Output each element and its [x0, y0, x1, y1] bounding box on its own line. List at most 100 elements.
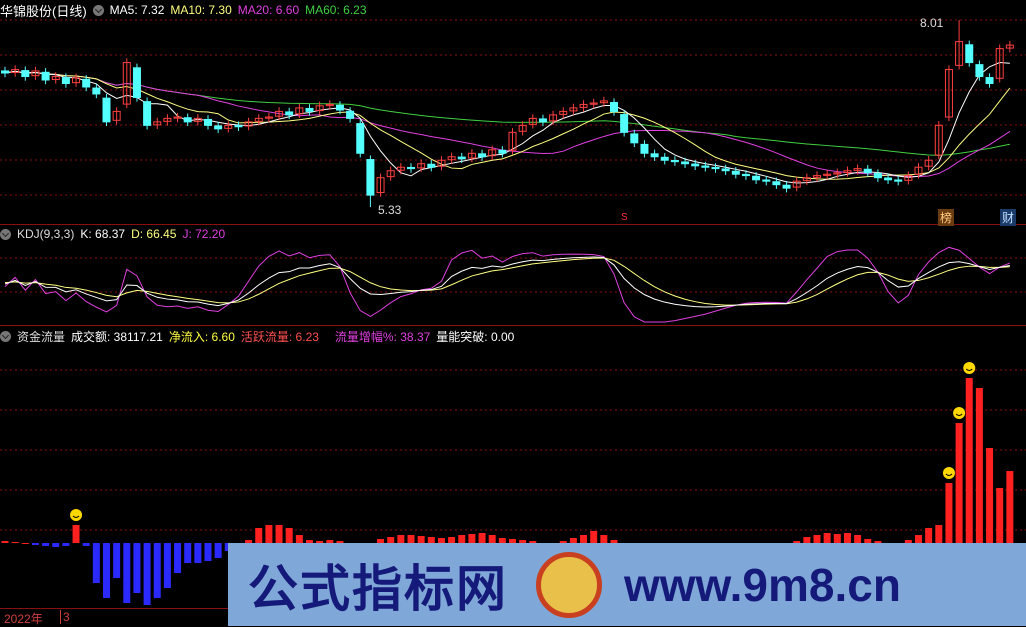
- sell-marker: S: [621, 212, 628, 223]
- candle: [508, 131, 517, 151]
- flow-bar: [813, 535, 821, 543]
- flow-bar: [72, 525, 80, 543]
- candle: [447, 156, 456, 161]
- candle: [975, 64, 984, 78]
- candle: [386, 170, 395, 178]
- high-price-label: 8.01: [920, 16, 944, 30]
- candle: [295, 107, 304, 115]
- candle: [538, 118, 547, 123]
- flow-bar: [295, 535, 303, 543]
- flow-bar: [42, 543, 50, 546]
- candle: [549, 114, 558, 122]
- flow-bar: [793, 541, 801, 543]
- flow-bar: [326, 540, 334, 543]
- flow-bar: [133, 543, 141, 593]
- flow-bar: [864, 539, 872, 543]
- candle: [813, 175, 821, 178]
- flow-bar: [306, 540, 313, 543]
- flow-bar: [387, 537, 395, 543]
- watermark-logo: [536, 551, 602, 618]
- flow-bar: [214, 543, 222, 558]
- smiley-icon: [70, 509, 83, 521]
- d-line: [4, 257, 1010, 306]
- candle: [640, 143, 649, 154]
- candle: [955, 41, 964, 66]
- flow-bar: [1, 541, 9, 543]
- flow-bar: [184, 543, 192, 563]
- candle: [579, 103, 588, 108]
- flow-bar: [996, 488, 1004, 543]
- flow-bar: [610, 540, 618, 543]
- candle: [346, 110, 355, 119]
- flow-bar: [854, 535, 862, 543]
- candle: [396, 166, 405, 171]
- candle: [143, 101, 152, 126]
- candle: [904, 175, 913, 181]
- candle: [873, 173, 882, 179]
- candle: [498, 149, 507, 154]
- candle: [173, 116, 182, 119]
- candle: [234, 125, 243, 128]
- candle: [325, 103, 334, 107]
- flow-bar: [843, 533, 851, 543]
- ma20-value: MA20: 6.60: [237, 3, 300, 17]
- flow-bar: [935, 525, 943, 543]
- panel-divider[interactable]: [0, 224, 1026, 225]
- flow-bar: [529, 541, 537, 543]
- candle: [224, 124, 233, 129]
- ranking-badge[interactable]: 榜: [938, 209, 955, 226]
- d-value: D: 66.45: [131, 227, 177, 241]
- candle: [630, 133, 639, 144]
- chevron-down-icon[interactable]: [0, 228, 11, 240]
- panel-divider[interactable]: [0, 325, 1026, 326]
- candle: [853, 168, 862, 171]
- candle: [833, 172, 842, 175]
- chevron-down-icon[interactable]: [0, 330, 11, 342]
- flow-bar: [874, 541, 882, 543]
- candle: [752, 175, 761, 181]
- candle: [985, 77, 994, 84]
- volume-value: 成交额: 38117.21: [71, 329, 163, 344]
- flow-bar: [143, 543, 151, 605]
- flow-bar: [448, 537, 456, 543]
- chevron-down-icon[interactable]: [92, 4, 104, 16]
- candle: [1, 70, 9, 74]
- ma60-value: MA60: 6.23: [305, 3, 367, 17]
- candle: [782, 184, 791, 189]
- flow-bar: [31, 543, 39, 545]
- candle: [589, 102, 598, 105]
- flow-bar: [488, 535, 496, 543]
- candle: [163, 117, 172, 122]
- candle: [965, 44, 974, 64]
- flow-bar: [925, 528, 933, 543]
- candle: [457, 156, 466, 160]
- flow-bar: [1006, 471, 1014, 543]
- ma60-line: [4, 70, 1010, 156]
- candle: [741, 173, 750, 177]
- flow-bar: [11, 542, 19, 543]
- flow-title: 资金流量: [17, 329, 66, 344]
- candle: [244, 121, 253, 127]
- candle: [762, 179, 771, 182]
- candle: [72, 77, 81, 84]
- candle: [924, 159, 933, 167]
- candle: [863, 168, 872, 174]
- candle: [356, 123, 365, 154]
- candle: [478, 153, 487, 158]
- candle: [366, 159, 375, 196]
- flow-bar: [265, 525, 273, 543]
- candle: [31, 70, 40, 77]
- candle: [315, 105, 324, 112]
- candle: [681, 161, 690, 165]
- flow-bar: [174, 543, 182, 573]
- candle: [884, 177, 893, 181]
- candle: [599, 100, 608, 104]
- candle: [528, 117, 537, 125]
- finance-badge[interactable]: 财: [1000, 209, 1017, 226]
- flow-bar: [904, 540, 912, 543]
- smiley-mouth: [945, 473, 953, 476]
- candle: [285, 111, 294, 116]
- candle: [559, 110, 568, 115]
- flow-bar: [397, 535, 405, 543]
